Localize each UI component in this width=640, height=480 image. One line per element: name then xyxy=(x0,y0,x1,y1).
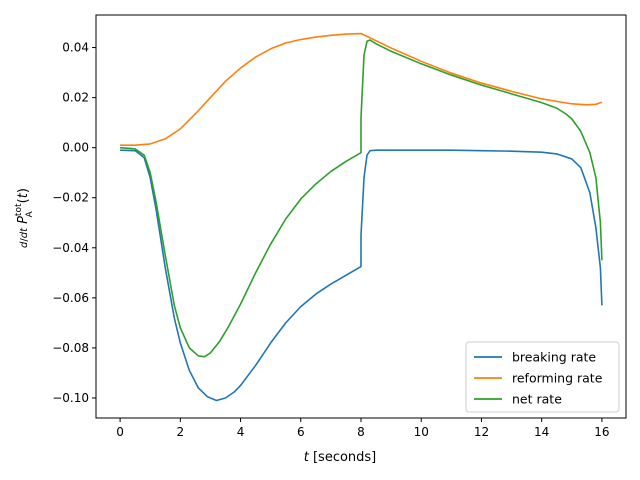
series-line-breaking-rate xyxy=(120,149,603,402)
x-tick-label: 4 xyxy=(237,425,245,439)
y-tick-label: −0.04 xyxy=(52,241,89,255)
y-axis-ticks: −0.10 −0.08 −0.06 −0.04 −0.02 0.00 0.02 0.04 xyxy=(52,41,96,405)
y-tick-label: −0.10 xyxy=(52,391,89,405)
x-tick-label: 16 xyxy=(594,425,609,439)
x-tick-label: 0 xyxy=(116,425,124,439)
x-tick-label: 10 xyxy=(414,425,429,439)
legend-label: net rate xyxy=(512,392,562,407)
x-axis-ticks: 0 2 4 6 8 10 12 14 16 xyxy=(116,418,610,439)
y-tick-label: −0.06 xyxy=(52,291,89,305)
x-tick-label: 12 xyxy=(474,425,489,439)
x-tick-label: 6 xyxy=(297,425,305,439)
series-layer xyxy=(120,32,603,402)
series-line-net-rate xyxy=(120,39,603,358)
legend-label: breaking rate xyxy=(512,350,596,365)
legend-box xyxy=(465,341,620,413)
y-tick-label: 0.04 xyxy=(62,41,89,55)
legend: breaking rate reforming rate net rate xyxy=(465,341,620,413)
y-tick-label: −0.02 xyxy=(52,191,89,205)
x-tick-label: 14 xyxy=(534,425,549,439)
y-tick-label: 0.00 xyxy=(62,141,89,155)
y-axis-label: d/dtPtotA(t) xyxy=(14,188,35,248)
y-tick-label: −0.08 xyxy=(52,341,89,355)
x-axis-label: t [seconds] xyxy=(304,450,377,465)
svg-text:d/dtPtotA(t): d/dtPtotA(t) xyxy=(14,188,35,248)
x-tick-label: 8 xyxy=(357,425,365,439)
series-line-reforming-rate xyxy=(120,32,603,146)
y-tick-label: 0.02 xyxy=(62,91,89,105)
x-tick-label: 2 xyxy=(176,425,184,439)
legend-label: reforming rate xyxy=(512,371,603,386)
